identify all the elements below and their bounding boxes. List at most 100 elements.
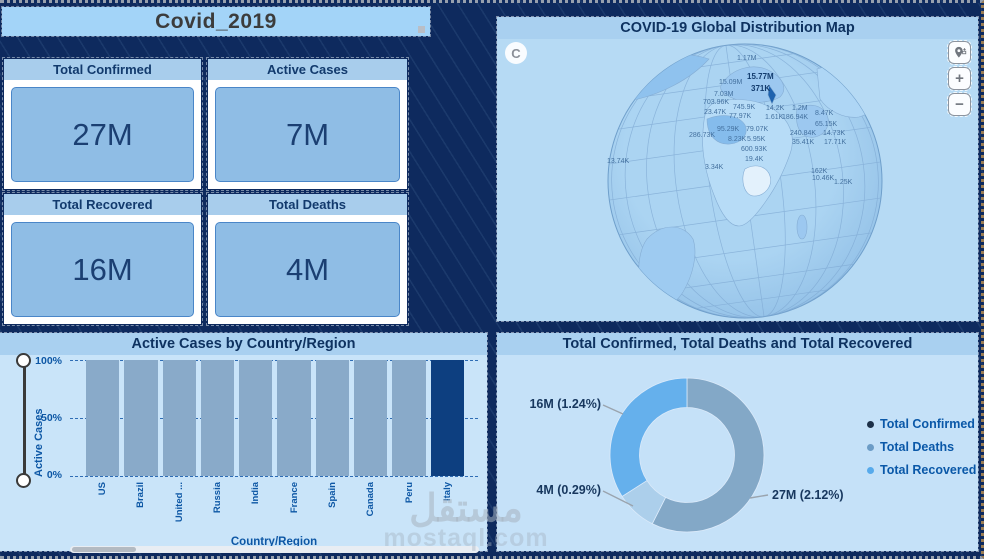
x-label: Italy [441, 482, 453, 502]
map-data-label: 600.93K [741, 146, 768, 153]
x-axis-title: Country/Region [230, 536, 318, 548]
x-label: United ... [173, 482, 185, 523]
donut-chart [602, 377, 769, 533]
map-data-label: 286.73K [689, 132, 716, 139]
world-map[interactable]: 1.17M 15.77M 371K 15.09M 7.03M 703.96K 745.9K 2… [497, 39, 978, 321]
map-data-label: 19.4K [745, 156, 764, 163]
kpi-value-box: 4M [215, 222, 400, 317]
map-data-label: 1.25K [834, 179, 853, 186]
x-label: India [250, 482, 262, 505]
bar-plot-area [70, 360, 478, 477]
bar-chart-title: Active Cases by Country/Region [0, 333, 487, 355]
kpi-card-total-confirmed[interactable]: Total Confirmed 27M [2, 57, 203, 191]
bar-Russia[interactable] [200, 360, 235, 476]
kpi-label: Total Recovered [4, 194, 201, 215]
x-label: Spain [326, 482, 338, 508]
donut-slice-Total Confirmed[interactable] [651, 377, 765, 533]
map-data-label: 8.23K [728, 136, 747, 143]
kpi-label: Total Deaths [208, 194, 407, 215]
legend-bullet-icon [867, 443, 874, 451]
legend-bullet-icon [867, 420, 874, 428]
map-data-label: 1.17M [737, 55, 757, 62]
x-label: Brazil [135, 482, 147, 508]
map-zoom-in-button[interactable]: + [947, 66, 972, 91]
callout-leader-lines [602, 404, 769, 507]
x-label: France [288, 482, 300, 514]
legend-item-Total Deaths[interactable]: Total Deaths [867, 440, 976, 454]
location-pin-icon [955, 46, 967, 58]
legend-bullet-icon [867, 466, 874, 474]
map-data-label: 35.41K [792, 139, 815, 146]
map-copyright-button[interactable]: C [505, 42, 527, 64]
donut-legend: Total Confirmed Total Deaths Total Recover… [867, 417, 976, 477]
scrollbar-thumb[interactable] [72, 547, 136, 552]
bar-Peru[interactable] [392, 360, 426, 476]
map-controls: + − [947, 40, 972, 117]
donut-chart-panel: Total Confirmed, Total Deaths and Total … [496, 332, 979, 552]
x-label: Russia [212, 482, 224, 514]
map-data-label: 65.15K [815, 121, 838, 128]
map-data-label: 23.47K [704, 109, 727, 116]
globe[interactable] [497, 39, 978, 321]
bar-France[interactable] [277, 360, 311, 476]
kpi-card-total-recovered[interactable]: Total Recovered 16M [2, 192, 203, 326]
range-slider-upper-handle[interactable] [16, 353, 31, 368]
map-title: COVID-19 Global Distribution Map [497, 17, 978, 39]
map-data-label: 10.46K [812, 175, 835, 182]
kpi-card-total-deaths[interactable]: Total Deaths 4M [206, 192, 409, 326]
bar-US[interactable] [86, 360, 120, 476]
callout-recovered: 16M (1.24%) [529, 397, 601, 411]
bar-India[interactable] [239, 360, 273, 476]
bar-United ...[interactable] [162, 360, 196, 476]
kpi-value: 16M [72, 251, 133, 287]
map-data-label: 7.03M [714, 91, 734, 98]
map-data-label: 8.47K [815, 110, 834, 117]
donut-slice-Total Recovered[interactable] [609, 377, 688, 497]
bar-Italy[interactable] [430, 360, 464, 476]
map-data-label: 240.84K [790, 130, 817, 137]
kpi-label: Total Confirmed [4, 59, 201, 80]
map-data-label: 79.07K [746, 126, 769, 133]
report-title: Covid_2019 [155, 9, 277, 33]
map-data-label: 15.77M [747, 72, 774, 81]
map-data-label: 703.96K [703, 99, 730, 106]
kpi-value-box: 16M [11, 222, 194, 317]
horizontal-scrollbar[interactable] [70, 546, 479, 553]
map-data-label: 95.29K [717, 126, 740, 133]
report-title-bar[interactable]: Covid_2019 [1, 6, 431, 37]
map-data-label: 17.71K [824, 139, 847, 146]
y-tick-50: 50% [40, 412, 62, 424]
map-data-label: 186.94K [782, 114, 809, 121]
map-data-label: 371K [751, 84, 771, 93]
map-data-label: 15.09M [719, 79, 743, 86]
callout-confirmed: 27M (2.12%) [772, 488, 844, 502]
x-label: Canada [365, 482, 377, 517]
map-locate-button[interactable] [947, 40, 972, 65]
x-axis-labels: US Brazil United ... Russia India France Spain… [86, 482, 464, 536]
bars [86, 360, 464, 476]
map-data-label: 1.2M [792, 105, 808, 112]
donut-chart-title: Total Confirmed, Total Deaths and Total … [497, 333, 978, 355]
bar-Brazil[interactable] [124, 360, 158, 476]
callout-deaths: 4M (0.29%) [536, 483, 601, 497]
kpi-value: 7M [285, 116, 330, 152]
resize-handle[interactable] [418, 26, 425, 33]
map-zoom-out-button[interactable]: − [947, 92, 972, 117]
kpi-value-box: 27M [11, 87, 194, 182]
map-data-label: 77.97K [729, 113, 752, 120]
kpi-card-active-cases[interactable]: Active Cases 7M [206, 57, 409, 191]
kpi-label: Active Cases [208, 59, 407, 80]
range-slider-track [23, 361, 26, 482]
range-slider-lower-handle[interactable] [16, 473, 31, 488]
bar-Spain[interactable] [315, 360, 350, 476]
legend-item-Total Confirmed[interactable]: Total Confirmed [867, 417, 976, 431]
y-tick-0: 0% [46, 469, 62, 481]
map-data-label: 3.34K [705, 164, 724, 171]
map-data-label: 14.2K [766, 105, 785, 112]
map-panel: COVID-19 Global Distribution Map [496, 16, 979, 322]
map-data-label: 5.95K [747, 136, 766, 143]
kpi-value: 4M [285, 251, 330, 287]
kpi-value: 27M [72, 116, 133, 152]
bar-Canada[interactable] [354, 360, 388, 476]
legend-item-Total Recovered[interactable]: Total Recovered [867, 463, 976, 477]
